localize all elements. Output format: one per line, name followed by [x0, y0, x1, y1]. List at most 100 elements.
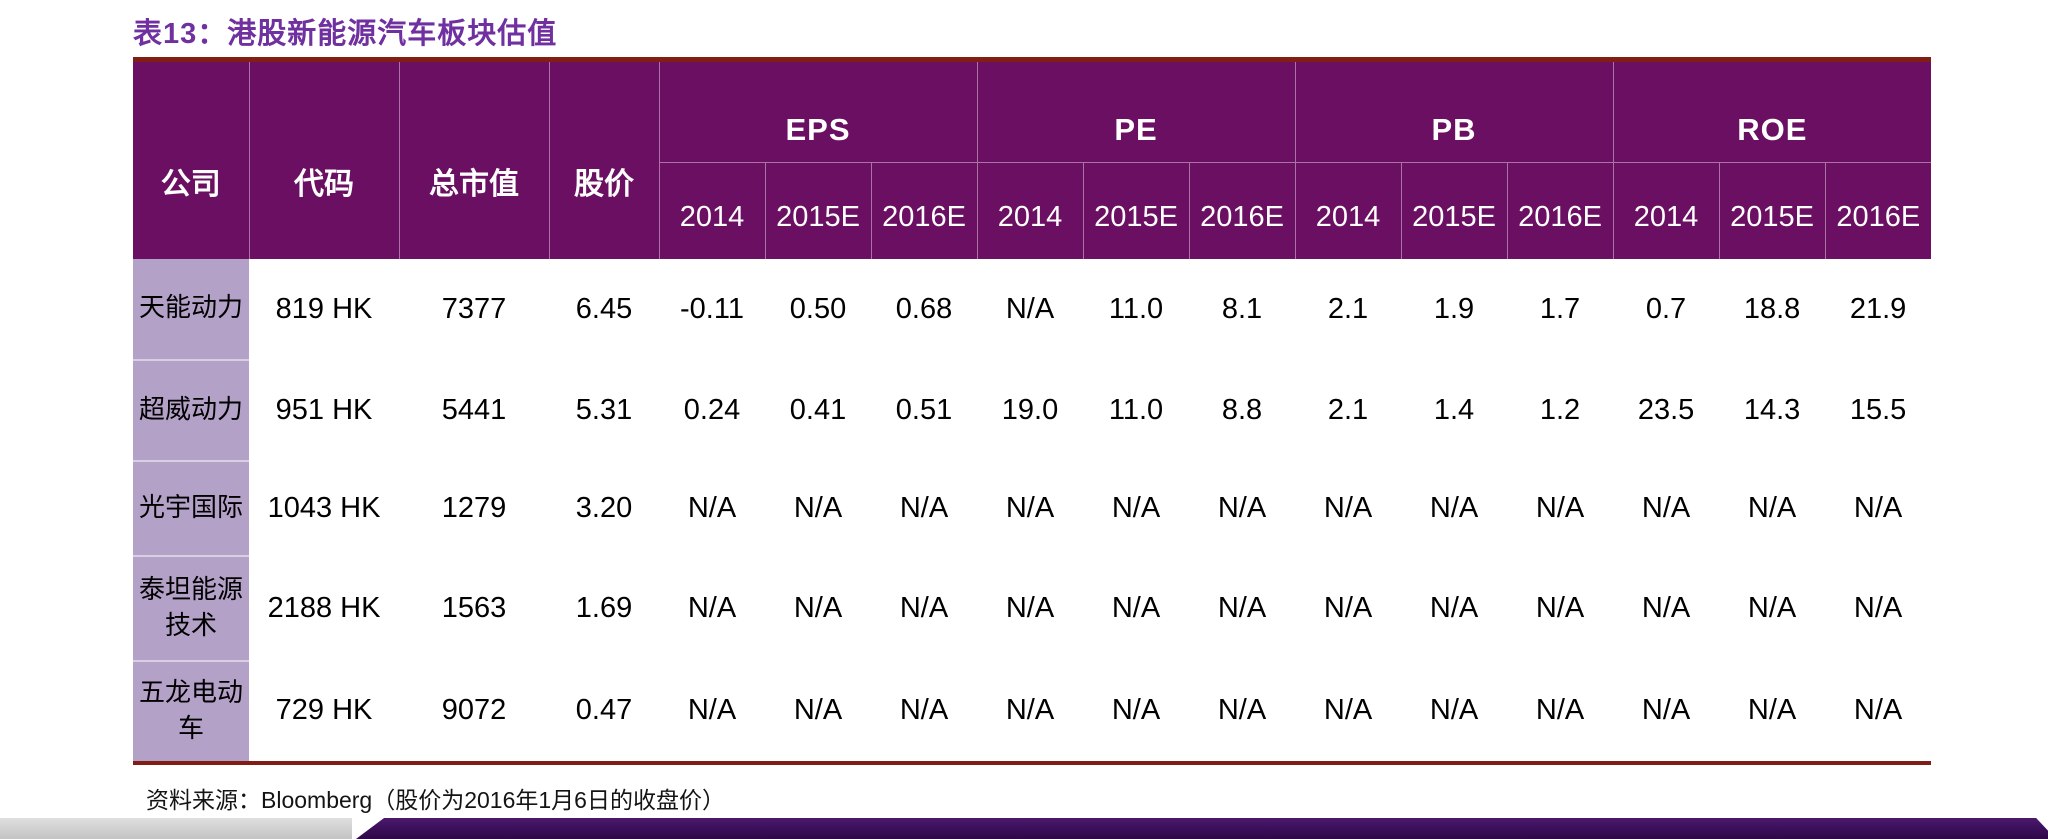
- group-header-pe: PE: [976, 59, 1296, 163]
- table-row: 超威动力 951 HK 5441 5.31 0.24 0.41 0.51 19.0 11.0 8.…: [133, 359, 1932, 462]
- table-title: 表13：港股新能源汽车板块估值: [133, 18, 558, 50]
- year-header-roe-2016e: 2016E: [1824, 162, 1932, 259]
- cell-code: 729 HK: [249, 660, 399, 763]
- table-row: 泰坦能源技术 2188 HK 1563 1.69 N/A N/A N/A N/A N/A N/A N…: [133, 555, 1932, 662]
- year-header-roe-2014: 2014: [1612, 162, 1720, 259]
- cell-roe-2016e: 21.9: [1825, 258, 1932, 360]
- cell-company: 五龙电动车: [133, 660, 249, 763]
- cell-price: 6.45: [549, 258, 659, 360]
- cell-price: 0.47: [549, 660, 659, 763]
- cell-eps-2015e: 0.50: [765, 258, 871, 360]
- header-market-cap: 总市值: [398, 59, 549, 259]
- cell-market-cap: 7377: [399, 258, 549, 360]
- cell-pe-2014: N/A: [977, 555, 1084, 661]
- year-header-pb-2015e: 2015E: [1400, 162, 1508, 259]
- year-header-pe-2016e: 2016E: [1188, 162, 1296, 259]
- group-header-pb: PB: [1294, 59, 1614, 163]
- year-header-eps-2014: 2014: [658, 162, 765, 259]
- cell-eps-2014: 0.24: [659, 359, 765, 461]
- cell-roe-2014: N/A: [1613, 660, 1720, 763]
- cell-pb-2015e: N/A: [1401, 660, 1508, 763]
- cell-market-cap: 5441: [399, 359, 549, 461]
- cell-code: 819 HK: [249, 258, 399, 360]
- cell-market-cap: 1279: [399, 460, 549, 556]
- cell-pb-2016e: 1.7: [1507, 258, 1614, 360]
- header-code: 代码: [248, 59, 399, 259]
- cell-pb-2015e: N/A: [1401, 460, 1508, 556]
- cell-code: 1043 HK: [249, 460, 399, 556]
- cell-pe-2016e: N/A: [1189, 460, 1296, 556]
- cell-eps-2014: N/A: [659, 555, 765, 661]
- cell-price: 1.69: [549, 555, 659, 661]
- header-price: 股价: [548, 59, 659, 259]
- cell-eps-2014: N/A: [659, 660, 765, 763]
- cell-pb-2014: 2.1: [1295, 258, 1402, 360]
- group-header-roe: ROE: [1612, 59, 1932, 163]
- table-header: 公司 代码 总市值 股价 EPS PE PB ROE 2014 2015E 2016…: [133, 59, 1932, 259]
- cell-company: 天能动力: [133, 258, 249, 361]
- cell-pe-2015e: 11.0: [1083, 359, 1190, 461]
- cell-pe-2016e: N/A: [1189, 555, 1296, 661]
- header-company: 公司: [133, 59, 249, 259]
- cell-price: 3.20: [549, 460, 659, 556]
- table-row: 光宇国际 1043 HK 1279 3.20 N/A N/A N/A N/A N/A N/A N/A…: [133, 460, 1932, 557]
- group-header-eps: EPS: [658, 59, 978, 163]
- cell-pb-2014: N/A: [1295, 460, 1402, 556]
- cell-pe-2015e: 11.0: [1083, 258, 1190, 360]
- cell-pe-2015e: N/A: [1083, 555, 1190, 661]
- cell-eps-2014: N/A: [659, 460, 765, 556]
- footer-bar-purple: [356, 818, 2048, 839]
- cell-pe-2015e: N/A: [1083, 660, 1190, 763]
- valuation-table: 公司 代码 总市值 股价 EPS PE PB ROE 2014 2015E 2016…: [133, 57, 1932, 765]
- footer-bar-gray: [0, 818, 352, 839]
- cell-eps-2016e: 0.68: [871, 258, 978, 360]
- cell-roe-2016e: N/A: [1825, 660, 1932, 763]
- cell-roe-2016e: 15.5: [1825, 359, 1932, 461]
- cell-eps-2015e: N/A: [765, 460, 871, 556]
- year-header-eps-2015e: 2015E: [764, 162, 871, 259]
- cell-eps-2015e: N/A: [765, 660, 871, 763]
- cell-pb-2016e: N/A: [1507, 460, 1614, 556]
- cell-roe-2015e: N/A: [1719, 460, 1826, 556]
- cell-pe-2014: N/A: [977, 660, 1084, 763]
- cell-company: 超威动力: [133, 359, 249, 462]
- year-header-pe-2014: 2014: [976, 162, 1084, 259]
- table-row: 天能动力 819 HK 7377 6.45 -0.11 0.50 0.68 N/A 11.0 8.…: [133, 258, 1932, 361]
- cell-market-cap: 1563: [399, 555, 549, 661]
- cell-pb-2014: N/A: [1295, 660, 1402, 763]
- cell-eps-2016e: 0.51: [871, 359, 978, 461]
- cell-eps-2016e: N/A: [871, 660, 978, 763]
- cell-pe-2015e: N/A: [1083, 460, 1190, 556]
- cell-pe-2014: N/A: [977, 258, 1084, 360]
- cell-company: 泰坦能源技术: [133, 555, 249, 662]
- cell-roe-2014: N/A: [1613, 555, 1720, 661]
- table-row: 五龙电动车 729 HK 9072 0.47 N/A N/A N/A N/A N/A N/A N/A…: [133, 660, 1932, 763]
- cell-pb-2014: N/A: [1295, 555, 1402, 661]
- cell-code: 951 HK: [249, 359, 399, 461]
- cell-pb-2014: 2.1: [1295, 359, 1402, 461]
- cell-roe-2015e: 14.3: [1719, 359, 1826, 461]
- cell-eps-2014: -0.11: [659, 258, 765, 360]
- cell-roe-2016e: N/A: [1825, 460, 1932, 556]
- cell-code: 2188 HK: [249, 555, 399, 661]
- table-body: 天能动力 819 HK 7377 6.45 -0.11 0.50 0.68 N/A 11.0 8.…: [133, 258, 1932, 763]
- year-header-pb-2016e: 2016E: [1506, 162, 1614, 259]
- cell-roe-2016e: N/A: [1825, 555, 1932, 661]
- cell-market-cap: 9072: [399, 660, 549, 763]
- cell-pb-2016e: N/A: [1507, 660, 1614, 763]
- cell-roe-2015e: 18.8: [1719, 258, 1826, 360]
- cell-roe-2014: N/A: [1613, 460, 1720, 556]
- cell-pb-2016e: N/A: [1507, 555, 1614, 661]
- cell-pb-2016e: 1.2: [1507, 359, 1614, 461]
- cell-pb-2015e: N/A: [1401, 555, 1508, 661]
- cell-pe-2016e: 8.8: [1189, 359, 1296, 461]
- cell-pe-2014: 19.0: [977, 359, 1084, 461]
- cell-pe-2016e: N/A: [1189, 660, 1296, 763]
- cell-roe-2015e: N/A: [1719, 555, 1826, 661]
- year-header-pe-2015e: 2015E: [1082, 162, 1190, 259]
- cell-eps-2015e: 0.41: [765, 359, 871, 461]
- cell-roe-2015e: N/A: [1719, 660, 1826, 763]
- cell-roe-2014: 0.7: [1613, 258, 1720, 360]
- cell-roe-2014: 23.5: [1613, 359, 1720, 461]
- cell-eps-2015e: N/A: [765, 555, 871, 661]
